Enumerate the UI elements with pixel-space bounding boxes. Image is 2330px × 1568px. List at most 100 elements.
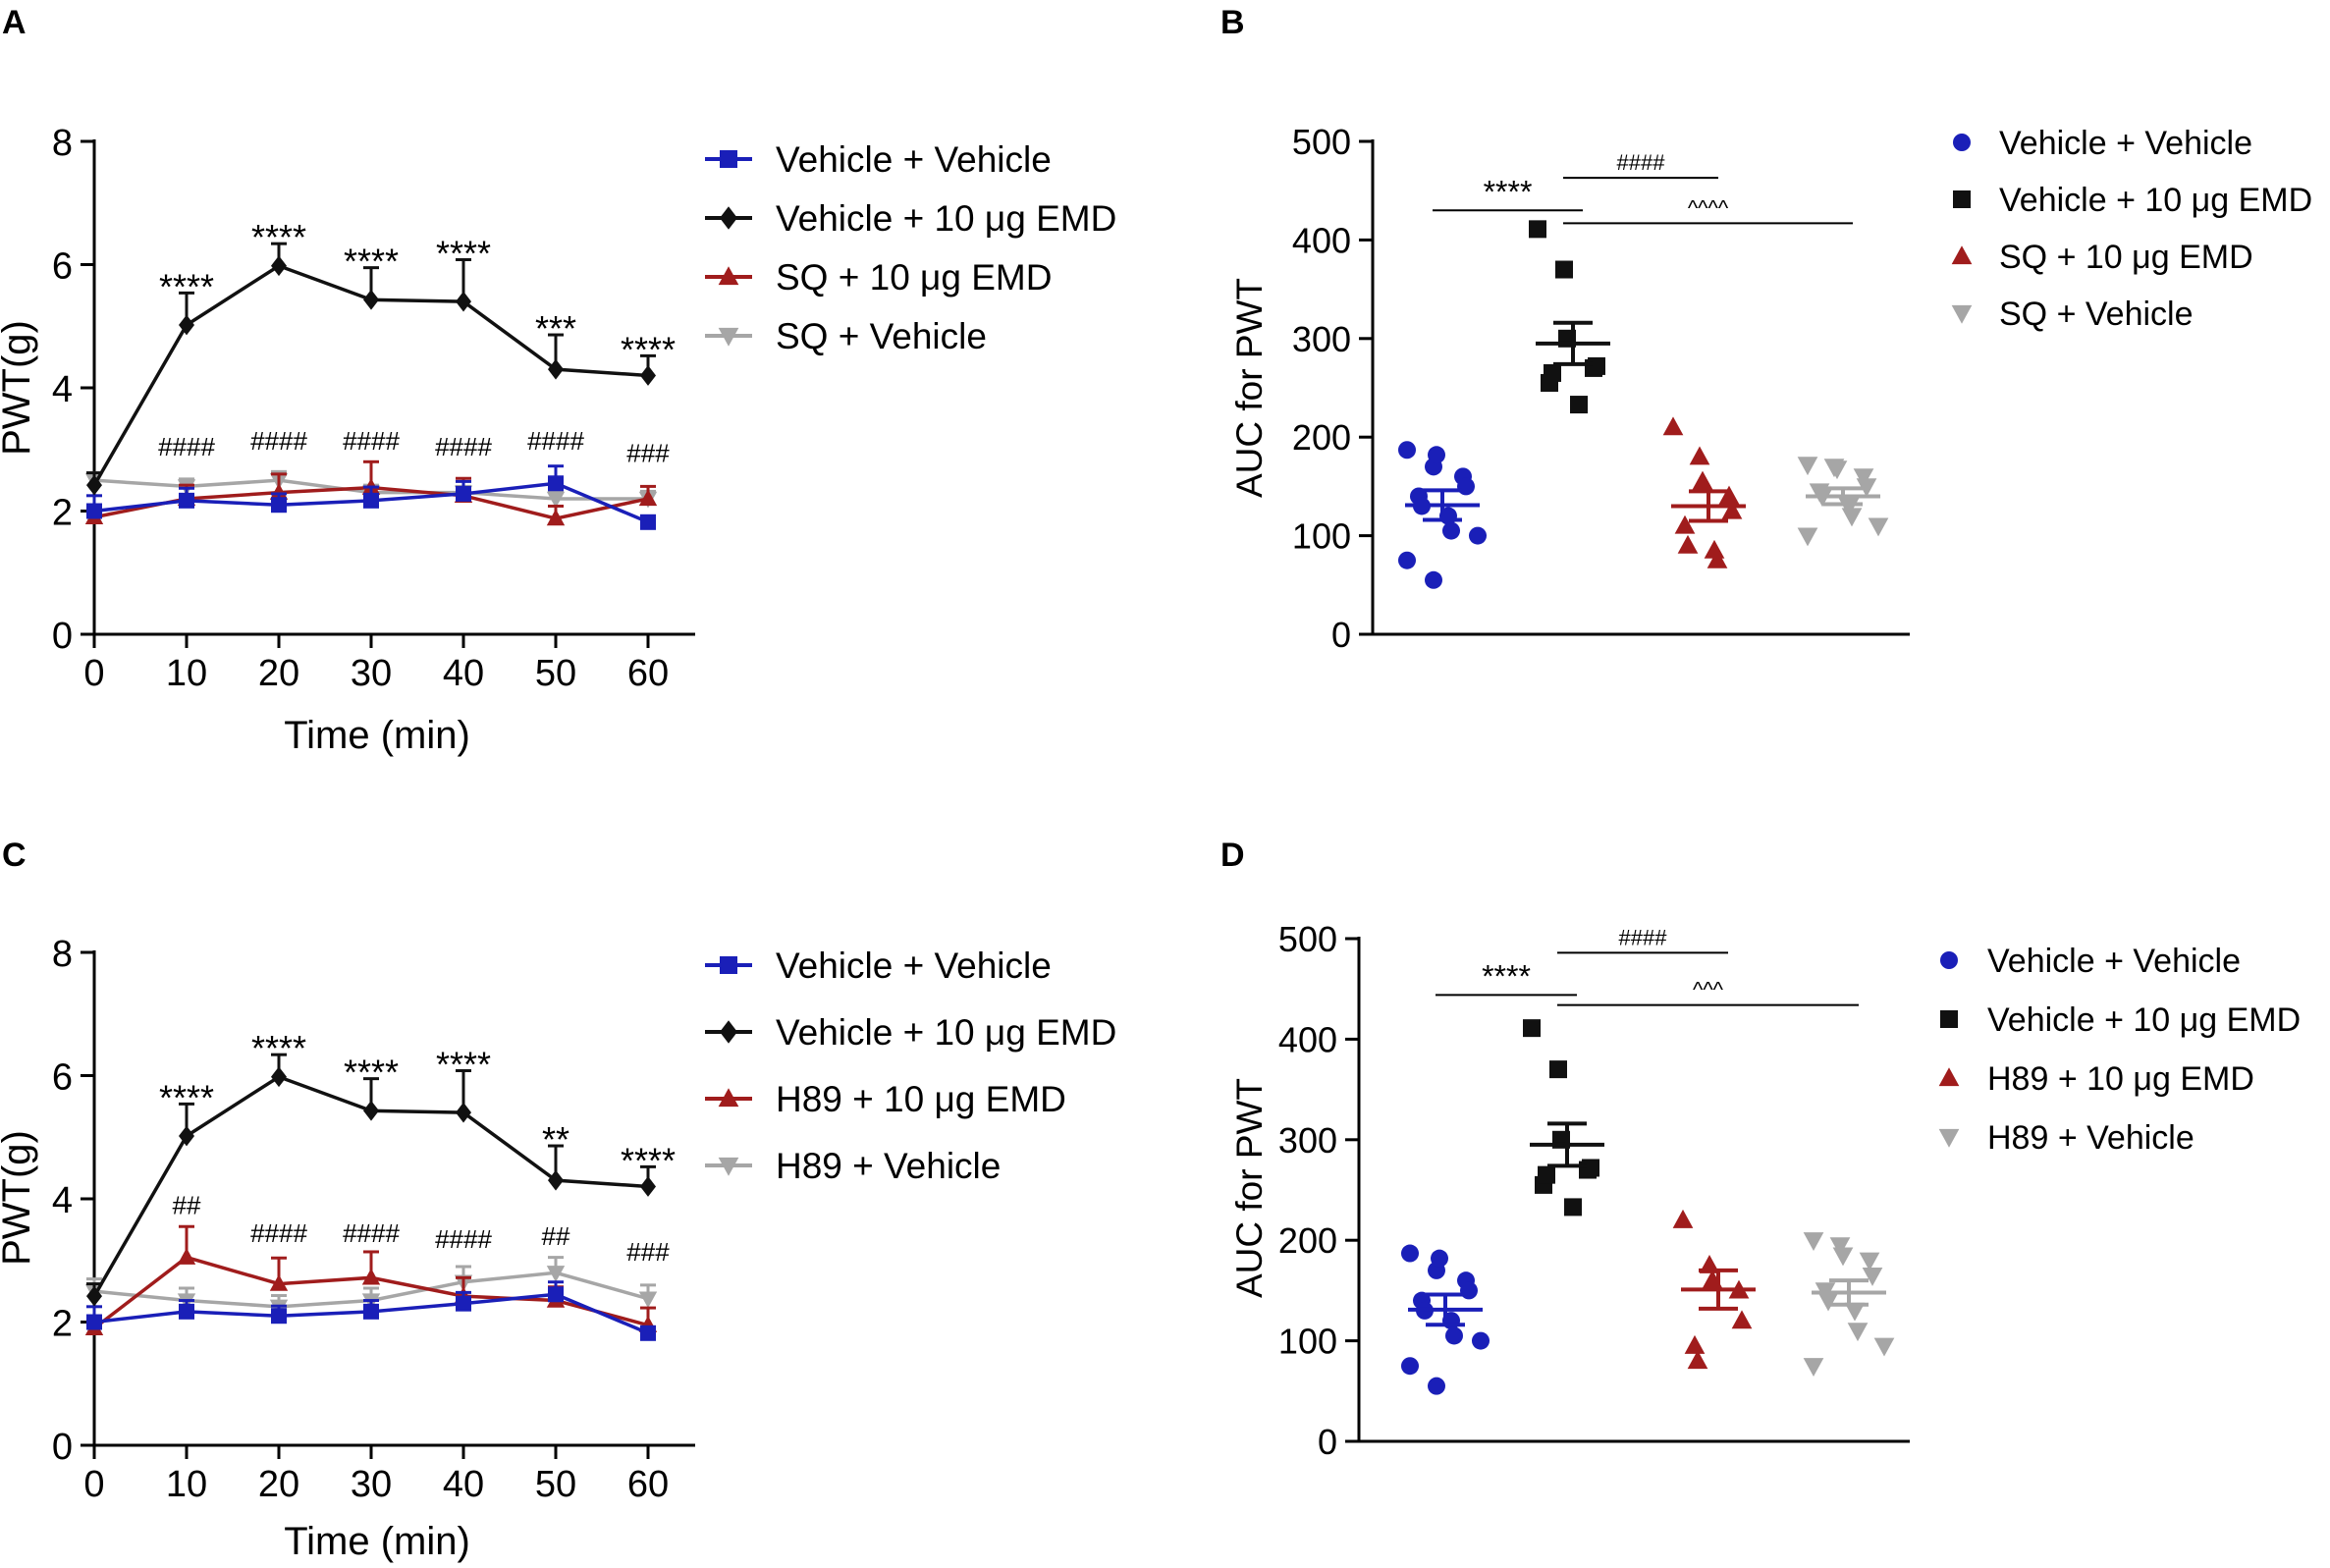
- significance-label: ****: [344, 1053, 399, 1093]
- legend-label: SQ + Vehicle: [776, 316, 987, 356]
- data-point: [1469, 526, 1487, 545]
- significance-label: ####: [343, 426, 400, 456]
- data-point: [548, 475, 564, 492]
- data-point: [1588, 356, 1605, 375]
- data-point: [1829, 1237, 1851, 1257]
- legend-label: Vehicle + Vehicle: [776, 139, 1052, 180]
- y-tick-label: 400: [1278, 1019, 1337, 1059]
- y-axis-title: PWT(g): [0, 320, 38, 456]
- legend-label: SQ + 10 μg EMD: [1999, 239, 2253, 276]
- legend-marker: [720, 150, 737, 168]
- data-point: [363, 289, 379, 310]
- significance-label: ##: [542, 1221, 570, 1251]
- panel-label-a: A: [2, 4, 27, 41]
- significance-label: ####: [527, 426, 584, 456]
- y-tick-label: 300: [1278, 1120, 1337, 1161]
- significance-label: ****: [1484, 174, 1533, 209]
- panel-label-d: D: [1220, 837, 1245, 874]
- data-point: [1687, 1350, 1708, 1370]
- data-point: [1460, 1281, 1478, 1300]
- y-tick-label: 6: [52, 246, 73, 288]
- legend-marker: [1953, 134, 1971, 151]
- data-point: [548, 1286, 564, 1303]
- y-tick-label: 2: [52, 493, 73, 534]
- data-point: [1428, 446, 1445, 464]
- legend-marker: [720, 1020, 737, 1044]
- data-point: [1398, 441, 1416, 460]
- data-point: [1570, 396, 1588, 414]
- data-point: [1544, 363, 1561, 382]
- legend-marker: [718, 266, 739, 286]
- y-tick-label: 100: [1292, 516, 1351, 557]
- x-tick-label: 50: [535, 1464, 576, 1505]
- data-point: [546, 1266, 566, 1282]
- legend-marker: [1940, 951, 1958, 969]
- data-point: [177, 1248, 196, 1265]
- significance-label: ****: [1482, 958, 1531, 994]
- y-tick-label: 200: [1292, 417, 1351, 458]
- data-point: [456, 1102, 471, 1123]
- legend-label: SQ + 10 μg EMD: [776, 257, 1052, 297]
- significance-label: **: [542, 1119, 569, 1160]
- data-point: [86, 1314, 102, 1330]
- data-point: [86, 1285, 102, 1307]
- data-point: [1803, 1358, 1824, 1377]
- legend-label: H89 + 10 μg EMD: [776, 1079, 1066, 1119]
- y-tick-label: 4: [52, 369, 73, 410]
- data-point: [1731, 1310, 1753, 1329]
- legend-marker: [718, 1088, 739, 1108]
- x-tick-label: 30: [351, 653, 392, 694]
- data-point: [1721, 500, 1743, 519]
- data-point: [1847, 1323, 1869, 1342]
- data-point: [456, 485, 471, 502]
- significance-label: ^^^: [1693, 978, 1724, 1002]
- y-tick-label: 500: [1292, 122, 1351, 162]
- y-tick-label: 8: [52, 934, 73, 975]
- data-point: [86, 474, 102, 496]
- y-tick-label: 200: [1278, 1220, 1337, 1261]
- data-point: [1677, 534, 1699, 554]
- data-point: [1841, 508, 1863, 527]
- legend-marker: [718, 327, 739, 347]
- legend-marker: [1938, 1128, 1960, 1148]
- significance-label: ##: [173, 1191, 201, 1220]
- x-tick-label: 50: [535, 653, 576, 694]
- significance-label: ****: [159, 266, 214, 306]
- data-point: [640, 514, 656, 530]
- data-point: [1549, 1060, 1567, 1079]
- data-point: [179, 1303, 194, 1320]
- data-point: [1707, 549, 1728, 568]
- legend-label: SQ + Vehicle: [1999, 296, 2194, 333]
- data-point: [1401, 1357, 1419, 1376]
- y-axis-title: AUC for PWT: [1229, 1078, 1270, 1298]
- panel-label-b: B: [1220, 4, 1245, 41]
- data-point: [1538, 1165, 1555, 1184]
- data-point: [1718, 485, 1740, 505]
- data-point: [1856, 478, 1877, 498]
- legend-label: H89 + Vehicle: [1987, 1119, 2195, 1157]
- significance-label: ****: [436, 233, 491, 273]
- significance-label: ####: [343, 1218, 400, 1248]
- significance-label: ####: [435, 1224, 492, 1254]
- legend-label: Vehicle + Vehicle: [1999, 125, 2252, 162]
- data-point: [1826, 460, 1848, 480]
- data-point: [363, 492, 379, 509]
- significance-label: ###: [626, 438, 670, 467]
- significance-label: ####: [1617, 150, 1666, 175]
- data-point: [179, 1125, 194, 1147]
- data-point: [1859, 1252, 1880, 1271]
- y-tick-label: 0: [1318, 1422, 1337, 1462]
- data-point: [1529, 220, 1546, 239]
- y-tick-label: 2: [52, 1304, 73, 1345]
- x-tick-label: 20: [258, 653, 299, 694]
- x-axis-title: Time (min): [284, 714, 470, 757]
- y-tick-label: 4: [52, 1180, 73, 1221]
- data-point: [548, 1169, 564, 1191]
- legend-label: Vehicle + Vehicle: [1987, 943, 2241, 980]
- data-point: [1442, 521, 1460, 540]
- data-point: [1674, 514, 1696, 534]
- data-point: [361, 1268, 381, 1285]
- x-tick-label: 30: [351, 1464, 392, 1505]
- data-point: [1684, 1334, 1706, 1354]
- significance-label: ####: [250, 1218, 307, 1248]
